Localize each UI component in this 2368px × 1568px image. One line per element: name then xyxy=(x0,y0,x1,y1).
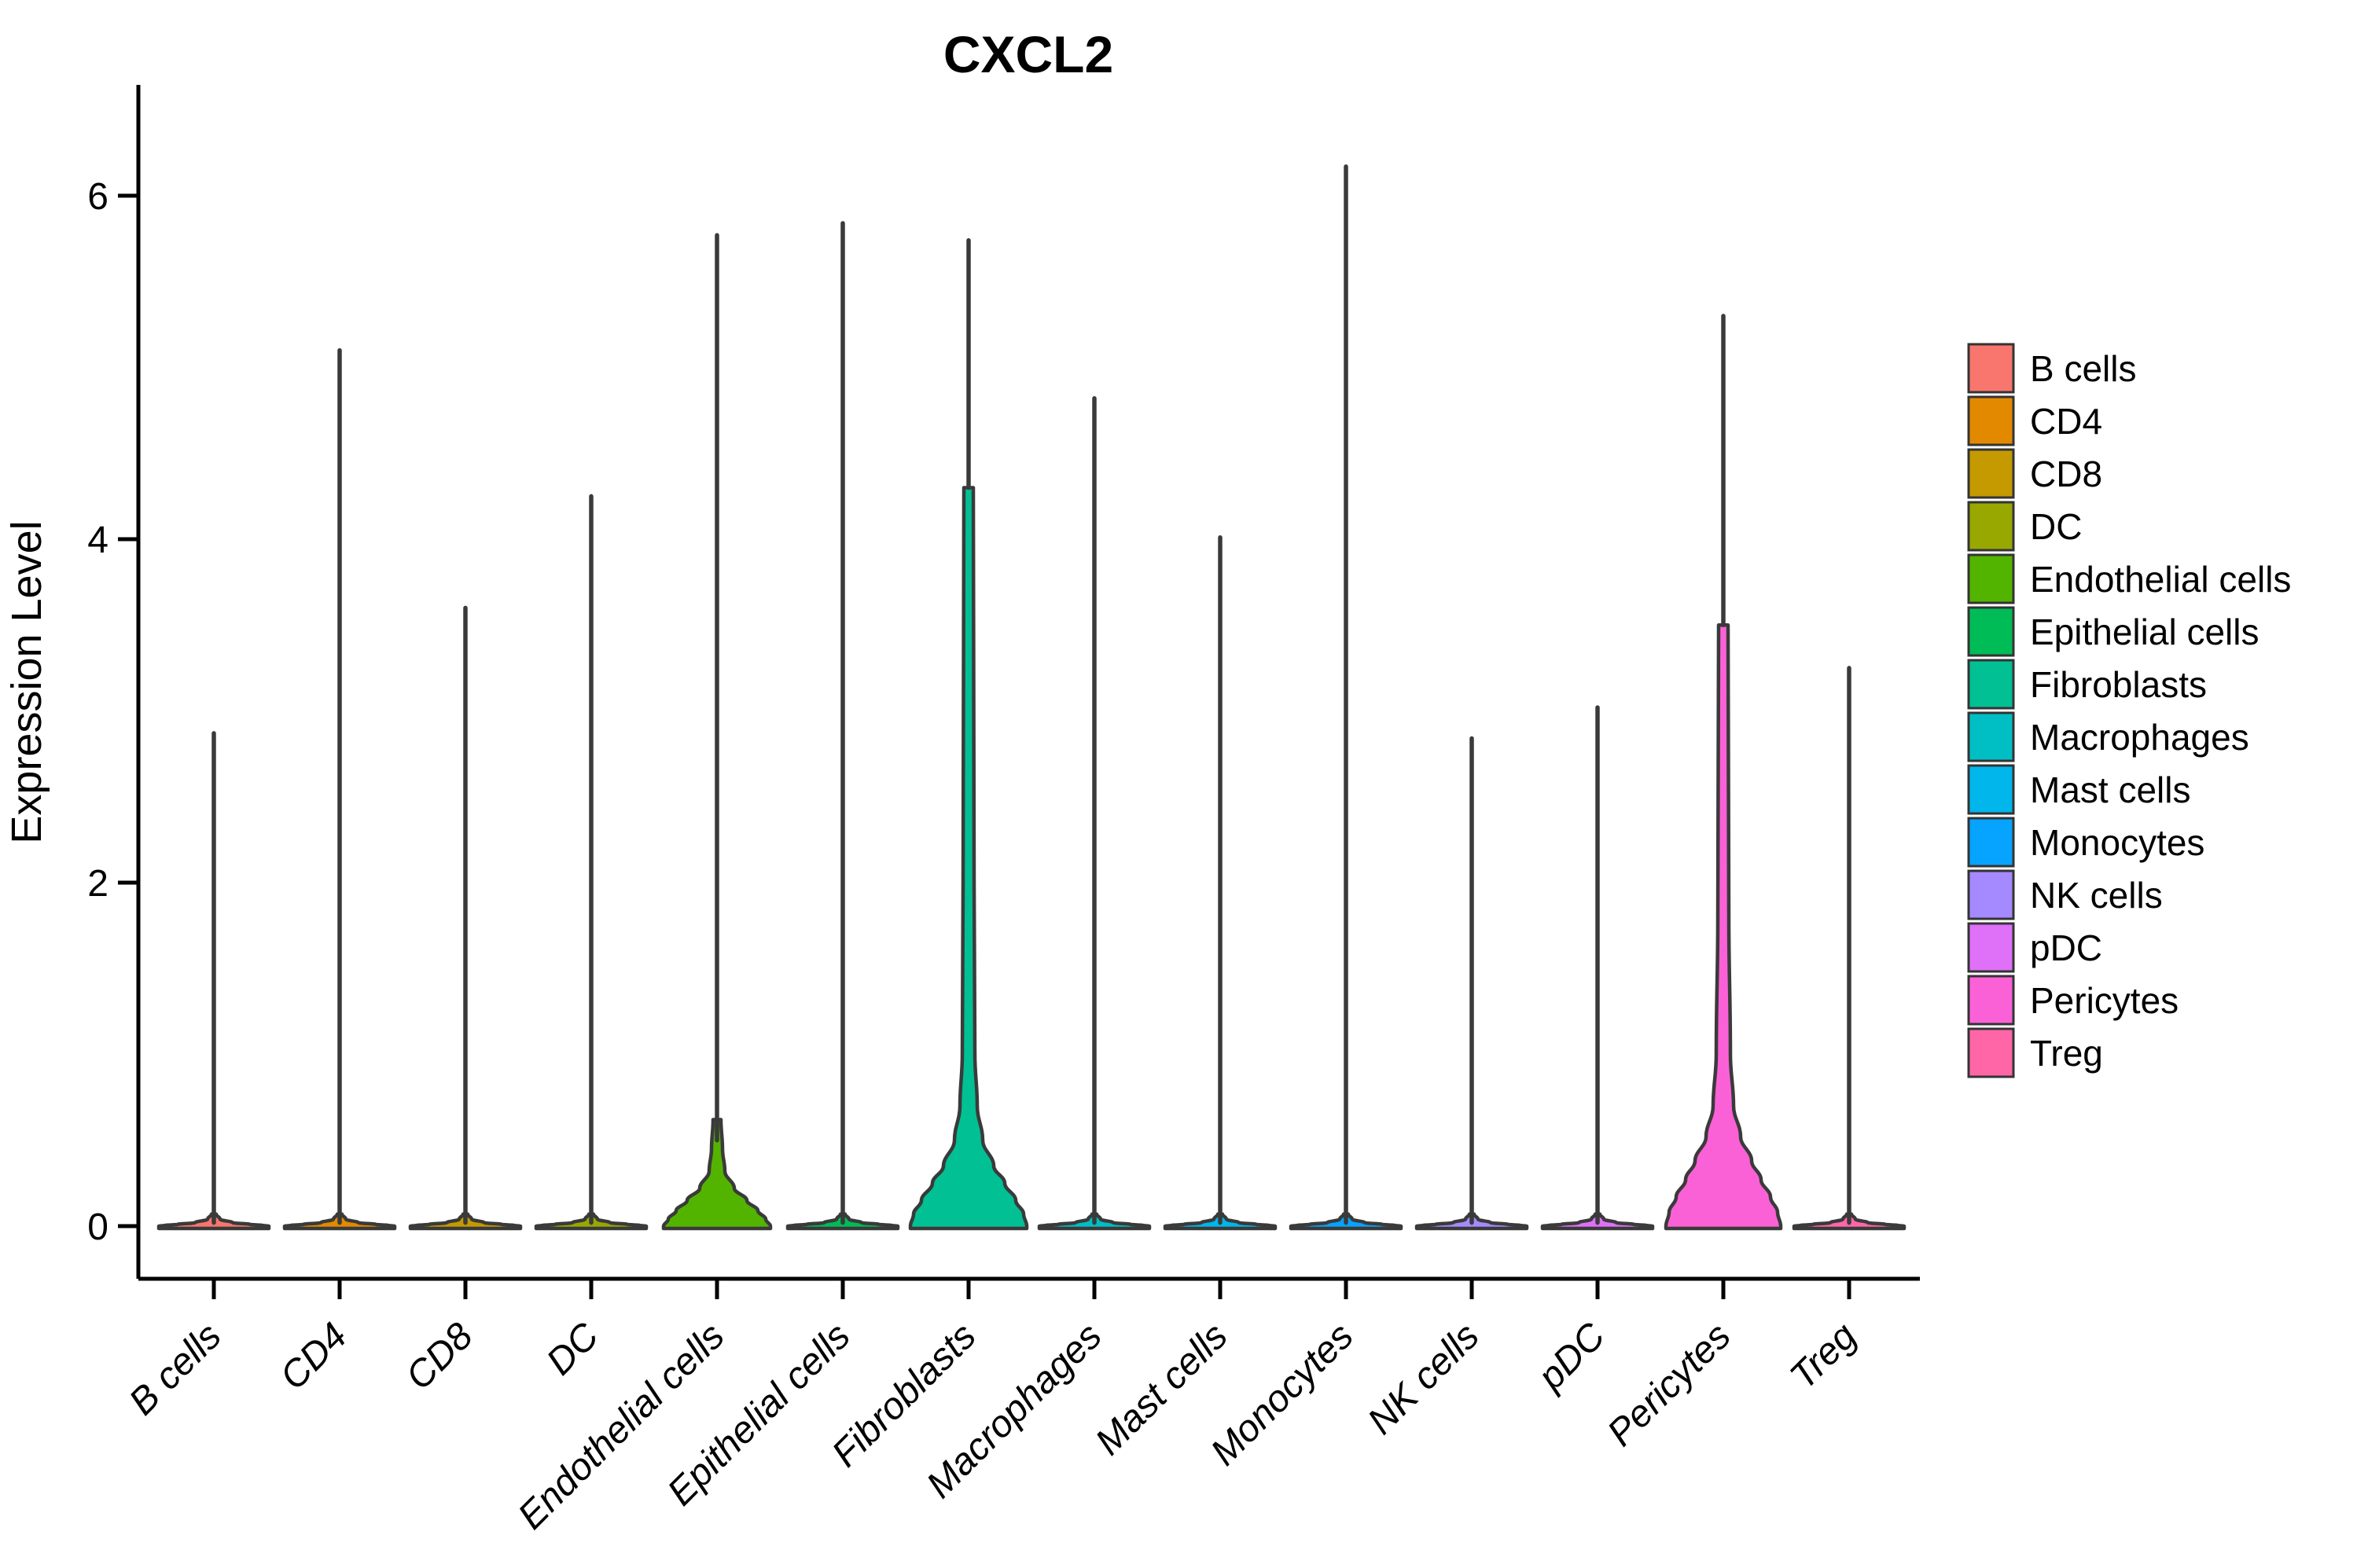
legend-label-macrophages: Macrophages xyxy=(2030,717,2249,758)
legend: B cells CD4 CD8 DC Endothelial cells Epitheli… xyxy=(1967,343,2291,1078)
legend-swatch-b-cells xyxy=(1967,343,2015,394)
legend-swatch-epithelial-cells xyxy=(1967,606,2015,657)
x-tick-label-pericytes: Pericytes xyxy=(1600,1315,1739,1454)
y-tick-label-0: 0 xyxy=(87,1206,108,1248)
violins xyxy=(156,164,1907,1231)
violin-fibroblasts xyxy=(908,486,1029,1231)
legend-label-cd4: CD4 xyxy=(2030,401,2102,442)
y-axis-label: Expression Level xyxy=(3,520,50,843)
legend-swatch-pericytes xyxy=(1967,975,2015,1026)
y-tick-label-6: 6 xyxy=(87,176,108,218)
legend-label-fibroblasts: Fibroblasts xyxy=(2030,664,2207,705)
legend-label-dc: DC xyxy=(2030,506,2082,547)
legend-swatch-macrophages xyxy=(1967,711,2015,762)
x-tick-label-dc: DC xyxy=(539,1315,607,1383)
legend-label-nk-cells: NK cells xyxy=(2030,875,2163,916)
x-tick-label-b-cells: B cells xyxy=(121,1315,229,1423)
plot-title: CXCL2 xyxy=(943,25,1113,83)
y-tick-label-4: 4 xyxy=(87,520,108,561)
legend-swatch-dc xyxy=(1967,501,2015,552)
legend-swatch-endothelial-cells xyxy=(1967,553,2015,604)
legend-label-mast-cells: Mast cells xyxy=(2030,769,2190,810)
legend-label-epithelial-cells: Epithelial cells xyxy=(2030,611,2259,652)
legend-swatch-pdc xyxy=(1967,922,2015,973)
legend-label-pericytes: Pericytes xyxy=(2030,980,2179,1021)
legend-swatch-cd8 xyxy=(1967,448,2015,499)
legend-swatch-nk-cells xyxy=(1967,869,2015,920)
legend-swatch-cd4 xyxy=(1967,395,2015,446)
violin-pericytes xyxy=(1664,623,1783,1231)
legend-swatch-treg xyxy=(1967,1027,2015,1078)
y-axis-ticks: 0 2 4 6 xyxy=(87,176,138,1248)
violin-endothelial-cells xyxy=(661,1118,773,1231)
legend-label-b-cells: B cells xyxy=(2030,348,2136,389)
legend-label-endothelial-cells: Endothelial cells xyxy=(2030,559,2291,600)
legend-label-pdc: pDC xyxy=(2030,927,2102,968)
legend-swatch-fibroblasts xyxy=(1967,659,2015,710)
x-tick-label-cd4: CD4 xyxy=(272,1315,355,1397)
legend-swatch-monocytes xyxy=(1967,817,2015,868)
x-tick-label-cd8: CD8 xyxy=(398,1315,481,1398)
x-tick-label-pdc: pDC xyxy=(1529,1315,1613,1399)
x-tick-label-treg: Treg xyxy=(1782,1315,1865,1397)
y-tick-label-2: 2 xyxy=(87,863,108,905)
legend-label-cd8: CD8 xyxy=(2030,454,2102,494)
legend-label-treg: Treg xyxy=(2030,1033,2103,1074)
legend-label-monocytes: Monocytes xyxy=(2030,822,2204,863)
x-tick-label-nk-cells: NK cells xyxy=(1360,1315,1487,1442)
legend-swatch-mast-cells xyxy=(1967,764,2015,815)
